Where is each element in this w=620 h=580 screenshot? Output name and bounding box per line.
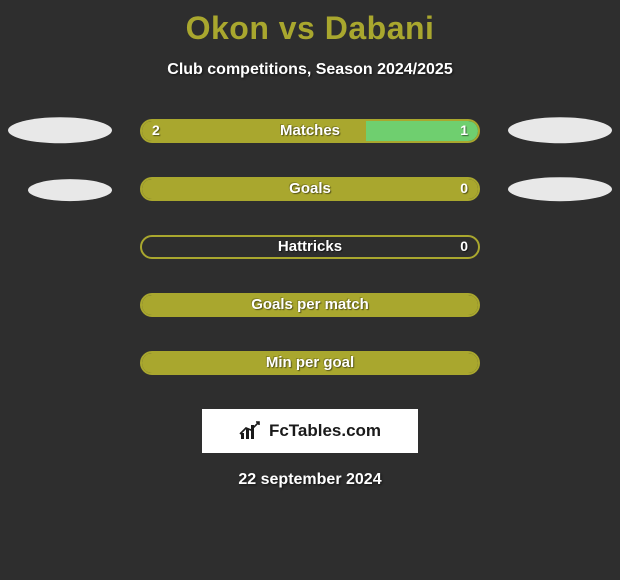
brand-chart-icon <box>239 421 265 441</box>
stat-label: Matches <box>142 122 478 139</box>
subtitle: Club competitions, Season 2024/2025 <box>0 61 620 79</box>
page-title: Okon vs Dabani <box>0 0 620 47</box>
player-right-avatar <box>508 117 612 143</box>
player-right-avatar <box>508 177 612 201</box>
stat-bar: 2 Matches 1 <box>140 119 480 143</box>
stat-label: Hattricks <box>142 238 478 255</box>
stat-label: Goals per match <box>142 296 478 313</box>
stat-row: Hattricks 0 <box>0 235 620 281</box>
player-left-avatar <box>28 179 112 201</box>
stat-row: Goals per match <box>0 293 620 339</box>
stat-right-value: 0 <box>460 180 468 196</box>
date-label: 22 september 2024 <box>0 471 620 489</box>
stat-bar: Goals 0 <box>140 177 480 201</box>
stat-label: Min per goal <box>142 354 478 371</box>
stat-row: Min per goal <box>0 351 620 397</box>
stat-right-value: 0 <box>460 238 468 254</box>
stat-bar: Hattricks 0 <box>140 235 480 259</box>
stat-label: Goals <box>142 180 478 197</box>
stat-row: 2 Matches 1 <box>0 119 620 165</box>
stat-list: 2 Matches 1 Goals 0 Hattricks <box>0 119 620 397</box>
stat-bar: Min per goal <box>140 351 480 375</box>
stat-right-value: 1 <box>460 122 468 138</box>
brand-text: FcTables.com <box>269 421 381 441</box>
brand-box: FcTables.com <box>202 409 418 453</box>
stat-bar: Goals per match <box>140 293 480 317</box>
player-left-avatar <box>8 117 112 143</box>
comparison-card: Okon vs Dabani Club competitions, Season… <box>0 0 620 580</box>
stat-row: Goals 0 <box>0 177 620 223</box>
brand-inner: FcTables.com <box>239 421 381 441</box>
